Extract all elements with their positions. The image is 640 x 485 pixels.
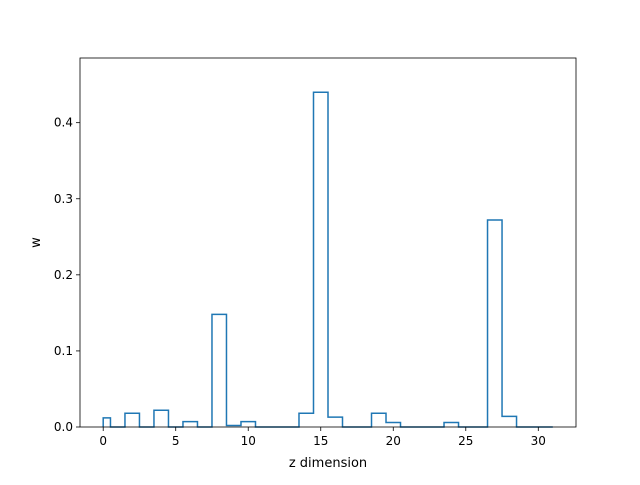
x-ticks: 0 5 10 15 20 25 30 bbox=[99, 427, 546, 448]
x-tick-label: 30 bbox=[531, 434, 546, 448]
y-ticks: 0.0 0.1 0.2 0.3 0.4 bbox=[54, 116, 80, 434]
y-tick-label: 0.3 bbox=[54, 192, 73, 206]
x-tick-label: 25 bbox=[458, 434, 473, 448]
y-tick-label: 0.0 bbox=[54, 420, 73, 434]
y-axis-label: w bbox=[29, 237, 44, 248]
x-axis-label: z dimension bbox=[289, 456, 367, 471]
axes-frame bbox=[79, 57, 577, 428]
y-tick-label: 0.1 bbox=[54, 344, 73, 358]
x-tick-label: 15 bbox=[313, 434, 328, 448]
y-tick-label: 0.2 bbox=[54, 268, 73, 282]
y-tick-label: 0.4 bbox=[54, 116, 73, 130]
x-tick-label: 10 bbox=[241, 434, 256, 448]
x-tick-label: 20 bbox=[386, 434, 401, 448]
x-tick-label: 5 bbox=[172, 434, 180, 448]
x-tick-label: 0 bbox=[99, 434, 107, 448]
